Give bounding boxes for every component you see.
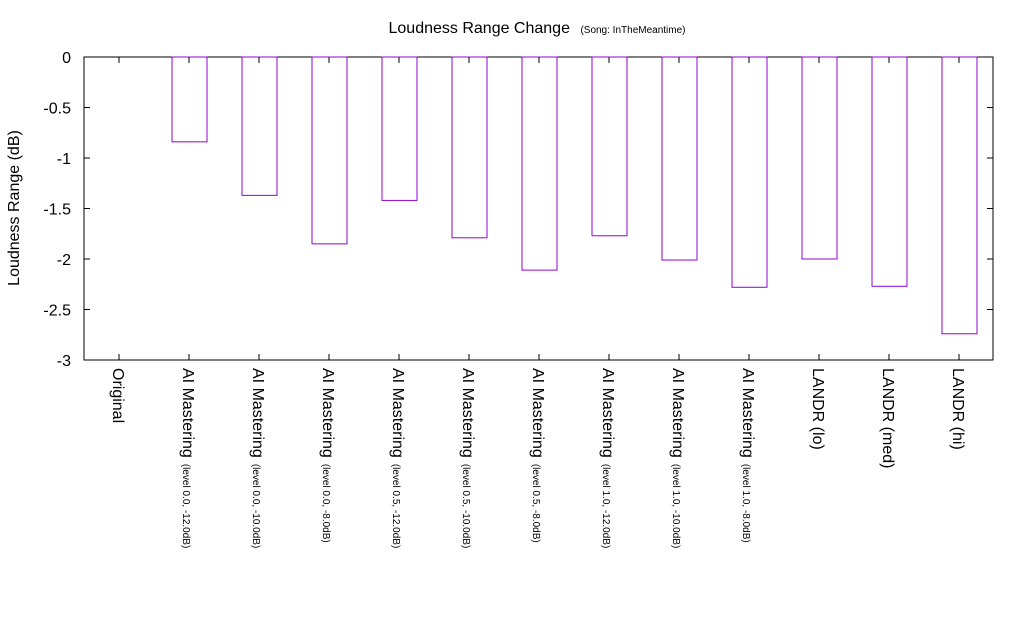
y-tick-label: -2.5 [43,303,71,320]
x-tick-label-sub: (level 0.0, -10.0dB) [250,464,261,549]
x-tick-label-main: LANDR (lo) [809,368,826,450]
bar [871,56,908,287]
x-tick-label: AI Mastering (level 1.0, -12.0dB) [599,368,616,548]
bar [661,56,698,261]
x-tick-label: Original [109,368,126,423]
x-tick-label-sub: (level 1.0, -8.0dB) [740,464,751,543]
x-tick-label-main: Original [109,368,126,423]
bar [521,56,558,271]
x-tick-label-sub: (level 1.0, -10.0dB) [670,464,681,549]
bar [591,56,628,237]
x-tick-label-sub: (level 0.0, -8.0dB) [320,464,331,543]
bar [801,56,838,260]
x-tick-label: LANDR (lo) [809,368,826,450]
chart-subtitle: (Song: InTheMeantime) [580,25,685,36]
y-tick-label: -3 [57,353,71,370]
x-tick-label: AI Mastering (level 0.5, -8.0dB) [529,368,546,543]
x-tick-label: AI Mastering (level 0.0, -10.0dB) [249,368,266,548]
x-tick-label: AI Mastering (level 0.5, -10.0dB) [459,368,476,548]
x-tick-label: AI Mastering (level 1.0, -8.0dB) [739,368,756,543]
x-tick-label-sub: (level 0.5, -8.0dB) [530,464,541,543]
x-tick-label-main: AI Mastering [669,368,686,458]
x-tick-label-sub: (level 0.5, -12.0dB) [390,464,401,549]
x-tick-label-main: AI Mastering [179,368,196,458]
x-tick-label: AI Mastering (level 0.0, -8.0dB) [319,368,336,543]
x-tick-label-main: AI Mastering [389,368,406,458]
y-axis-label: Loudness Range (dB) [6,130,23,286]
x-tick-label: LANDR (hi) [949,368,966,450]
plot-frame [83,56,994,361]
x-tick-label-main: AI Mastering [529,368,546,458]
x-tick-label: AI Mastering (level 0.0, -12.0dB) [179,368,196,548]
x-tick-label: LANDR (med) [879,368,896,468]
bar [381,56,418,201]
bar [451,56,488,239]
y-tick-label: -0.5 [43,101,71,118]
chart-title-main: Loudness Range Change [389,20,571,37]
x-tick-label: AI Mastering (level 0.5, -12.0dB) [389,368,406,548]
bar [941,56,978,335]
bars [171,56,978,335]
x-tick-label-main: LANDR (hi) [949,368,966,450]
x-tick-label-sub: (level 1.0, -12.0dB) [600,464,611,549]
x-tick-label-sub: (level 0.0, -12.0dB) [180,464,191,549]
x-tick-label-main: LANDR (med) [879,368,896,468]
plot-border [83,56,994,361]
y-axis-ticks: 0 -0.5 -1 -1.5 -2 -2.5 -3 [43,50,993,370]
x-tick-label-main: AI Mastering [459,368,476,458]
y-tick-label: -1 [57,151,71,168]
y-tick-label: -1.5 [43,202,71,219]
y-tick-label: 0 [62,50,71,67]
x-tick-label-main: AI Mastering [739,368,756,458]
x-tick-label: AI Mastering (level 1.0, -10.0dB) [669,368,686,548]
y-tick-label: -2 [57,252,71,269]
x-tick-label-main: AI Mastering [319,368,336,458]
bar [311,56,348,245]
x-axis-labels: Original AI Mastering (level 0.0, -12.0dB)… [109,57,966,548]
x-tick-label-main: AI Mastering [599,368,616,458]
bar [731,56,768,288]
bar [241,56,278,196]
x-tick-label-main: AI Mastering [249,368,266,458]
bar [171,56,208,143]
x-tick-label-sub: (level 0.5, -10.0dB) [460,464,471,549]
chart-title: Loudness Range Change (Song: InTheMeanti… [389,20,686,37]
